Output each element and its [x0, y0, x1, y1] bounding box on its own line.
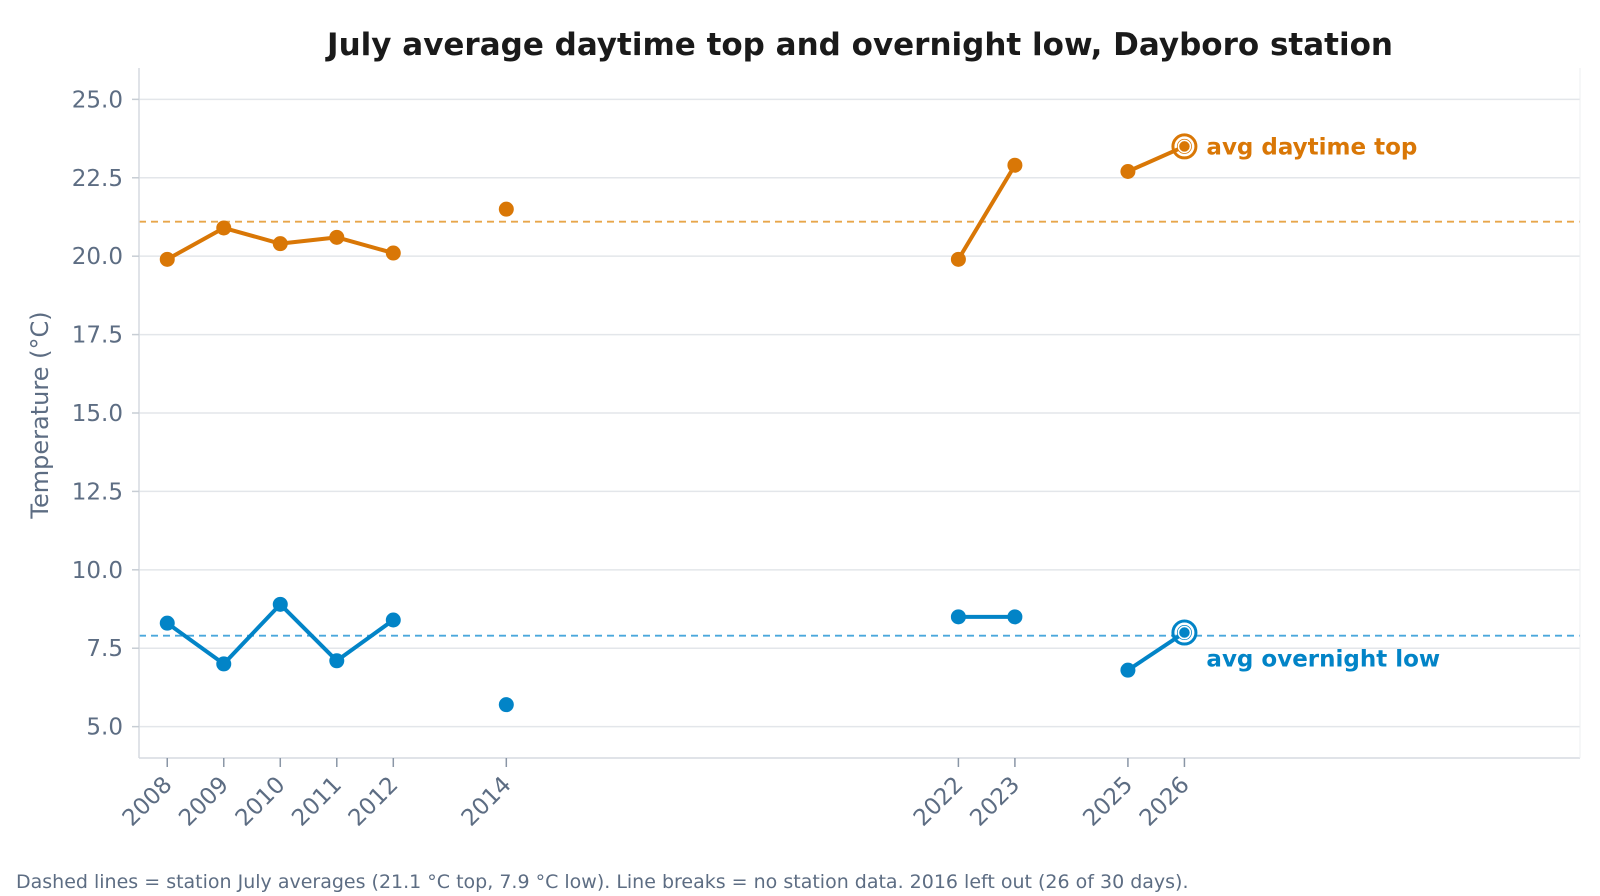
point-daytime-top — [1120, 164, 1136, 179]
point-daytime-top — [950, 251, 966, 267]
y-tick-label: 20.0 — [72, 244, 123, 270]
line-segment-daytime-top — [956, 163, 1017, 262]
point-daytime-top — [385, 245, 401, 261]
y-tick-label: 25.0 — [72, 87, 123, 113]
highlight-ring-overnight-low — [1171, 619, 1198, 646]
highlight-center-daytime-top — [1177, 139, 1192, 154]
point-overnight-low — [216, 656, 232, 672]
x-tick-label: 2012 — [344, 772, 404, 832]
series-points — [159, 133, 1198, 713]
x-tick-label: 2025 — [1078, 772, 1138, 832]
line-segment-overnight-low — [165, 602, 396, 666]
point-overnight-low — [385, 612, 401, 628]
grid — [139, 98, 1580, 728]
highlight-center-overnight-low — [1177, 625, 1192, 640]
y-axis-label: Temperature (°C) — [26, 311, 54, 519]
x-tick-label: 2010 — [231, 772, 291, 832]
y-tick-label: 12.5 — [72, 479, 123, 505]
point-overnight-low — [329, 653, 345, 669]
point-overnight-low — [159, 615, 175, 631]
point-overnight-low — [272, 596, 288, 612]
y-tick-label: 22.5 — [72, 166, 123, 192]
chart-title: July average daytime top and overnight l… — [325, 27, 1393, 63]
point-overnight-low — [498, 697, 514, 713]
x-tick-label: 2014 — [457, 772, 517, 832]
y-tick-label: 17.5 — [72, 323, 123, 349]
line-segment-daytime-top — [1125, 144, 1187, 174]
series-lines — [165, 144, 1187, 673]
y-tick-label: 10.0 — [72, 558, 123, 584]
series-labels: avg daytime top avg overnight low — [1206, 134, 1440, 672]
point-daytime-top — [498, 201, 514, 217]
series-label-daytime-top: avg daytime top — [1206, 134, 1417, 160]
x-tick-label: 2009 — [174, 772, 234, 832]
point-daytime-top — [272, 236, 288, 252]
point-daytime-top — [216, 220, 232, 236]
x-tick-label: 2022 — [909, 772, 969, 832]
point-overnight-low — [950, 609, 966, 625]
y-ticks: 5.0 7.5 10.0 12.5 15.0 17.5 20.0 22.5 25.0 — [72, 87, 139, 741]
reference-lines — [139, 220, 1580, 637]
series-label-overnight-low: avg overnight low — [1206, 647, 1440, 673]
y-tick-label: 7.5 — [86, 636, 123, 662]
point-overnight-low — [1007, 609, 1023, 625]
point-daytime-top — [1007, 157, 1023, 173]
y-tick-label: 5.0 — [86, 715, 123, 741]
point-overnight-low — [1120, 662, 1136, 678]
chart-caption: Dashed lines = station July averages (21… — [16, 871, 1189, 893]
point-daytime-top — [329, 229, 345, 245]
x-tick-label: 2011 — [287, 772, 347, 832]
x-tick-label: 2026 — [1135, 772, 1195, 832]
x-tick-label: 2023 — [965, 772, 1025, 832]
x-tick-label: 2008 — [118, 772, 178, 832]
point-daytime-top — [159, 251, 175, 267]
y-tick-label: 15.0 — [72, 401, 123, 427]
highlight-ring-daytime-top — [1171, 133, 1198, 160]
